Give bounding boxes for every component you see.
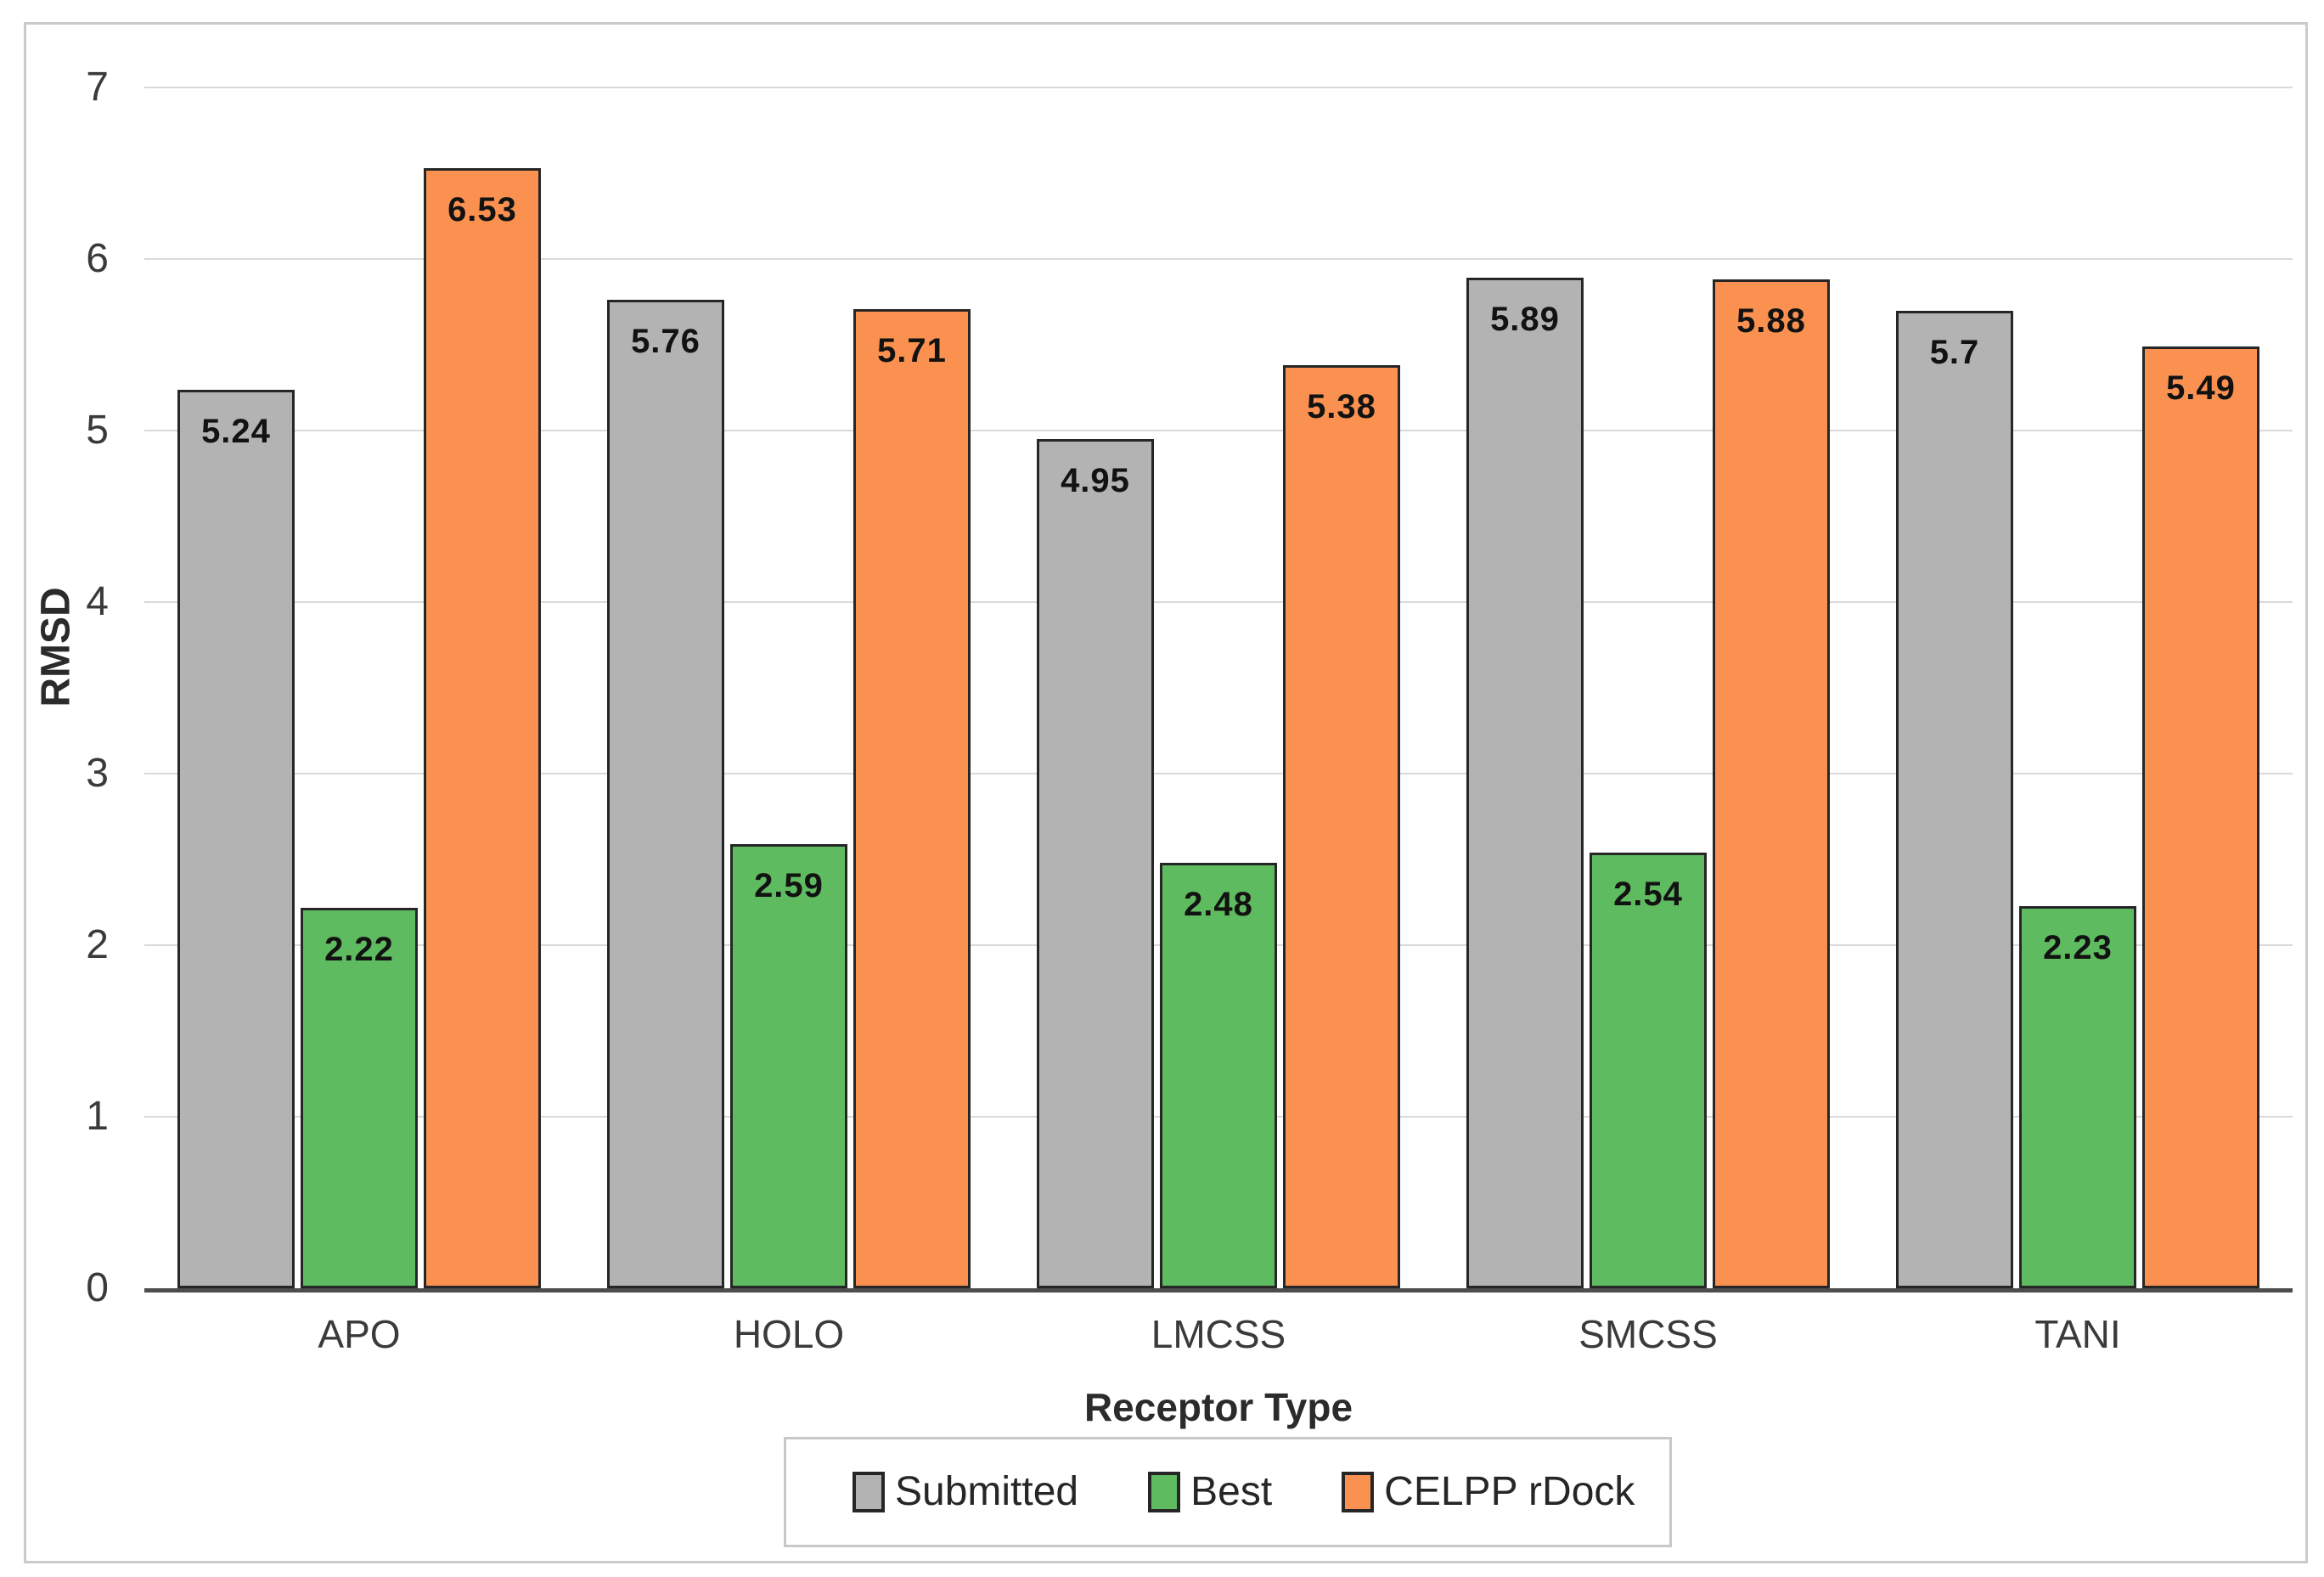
- plot-area: 5.24 2.22 6.53 5.76 2.59 5.71 4.95 2.48 5.38 5.89…: [144, 87, 2293, 1293]
- y-tick-label: 5: [86, 408, 109, 453]
- bar: 5.7: [1896, 310, 2013, 1288]
- bar: 5.76: [607, 300, 724, 1288]
- x-axis-title: Receptor Type: [1083, 1385, 1353, 1429]
- bar-value-label: 5.88: [1736, 302, 1806, 341]
- bar-value-label: 2.54: [1613, 875, 1683, 913]
- bar: 5.24: [177, 389, 295, 1288]
- y-tick-label: 2: [86, 922, 109, 967]
- x-tick-label: APO: [318, 1312, 401, 1356]
- bar-value-label: 5.71: [877, 331, 947, 369]
- gridline: [144, 601, 2293, 603]
- y-tick-label: 0: [86, 1265, 109, 1310]
- bar: 6.53: [424, 167, 541, 1288]
- bar-value-label: 4.95: [1061, 462, 1130, 500]
- x-tick-label: LMCSS: [1151, 1312, 1286, 1356]
- legend-label: CELPP rDock: [1384, 1469, 1635, 1514]
- gridline: [144, 773, 2293, 774]
- legend: Submitted Best CELPP rDock: [784, 1437, 1672, 1547]
- bar-value-label: 5.49: [2166, 369, 2236, 408]
- bar-value-label: 2.22: [324, 930, 394, 968]
- y-tick-label: 4: [86, 579, 109, 624]
- bar-value-label: 2.59: [754, 866, 824, 904]
- y-tick-label: 3: [86, 751, 109, 796]
- bar: 2.59: [730, 843, 847, 1288]
- legend-label: Submitted: [895, 1469, 1079, 1514]
- legend-swatch: [853, 1472, 885, 1512]
- gridline: [144, 430, 2293, 431]
- bar: 5.88: [1713, 279, 1830, 1288]
- legend-item: CELPP rDock: [1342, 1472, 1635, 1512]
- legend-item: Best: [1148, 1472, 1272, 1512]
- bar-value-label: 5.24: [201, 412, 271, 450]
- y-tick-label: 7: [86, 65, 109, 110]
- bar-value-label: 5.7: [1929, 333, 1980, 371]
- bar-value-label: 6.53: [447, 190, 517, 228]
- bar: 5.38: [1283, 365, 1400, 1288]
- bar-value-label: 5.38: [1307, 388, 1376, 426]
- gridline: [144, 258, 2293, 260]
- x-tick-label: SMCSS: [1578, 1312, 1718, 1356]
- bar: 2.23: [2019, 905, 2136, 1288]
- bar: 2.48: [1160, 863, 1277, 1288]
- bar: 5.71: [853, 308, 971, 1288]
- x-tick-label: TANI: [2034, 1312, 2121, 1356]
- y-tick-label: 1: [86, 1094, 109, 1139]
- bar: 2.54: [1590, 852, 1707, 1288]
- bar: 5.49: [2142, 346, 2259, 1288]
- y-tick-label: 6: [86, 236, 109, 281]
- legend-label: Best: [1190, 1469, 1273, 1514]
- bar-value-label: 5.89: [1490, 301, 1560, 339]
- gridline: [144, 87, 2293, 88]
- bar-value-label: 2.48: [1184, 886, 1253, 924]
- legend-swatch: [1342, 1472, 1375, 1512]
- legend-item: Submitted: [853, 1472, 1078, 1512]
- legend-swatch: [1148, 1472, 1181, 1512]
- bar: 4.95: [1037, 439, 1154, 1288]
- bar-value-label: 2.23: [2043, 928, 2113, 966]
- bar: 5.89: [1466, 278, 1584, 1288]
- bar-value-label: 5.76: [631, 323, 701, 361]
- x-tick-label: HOLO: [733, 1312, 845, 1356]
- bar: 2.22: [301, 907, 418, 1288]
